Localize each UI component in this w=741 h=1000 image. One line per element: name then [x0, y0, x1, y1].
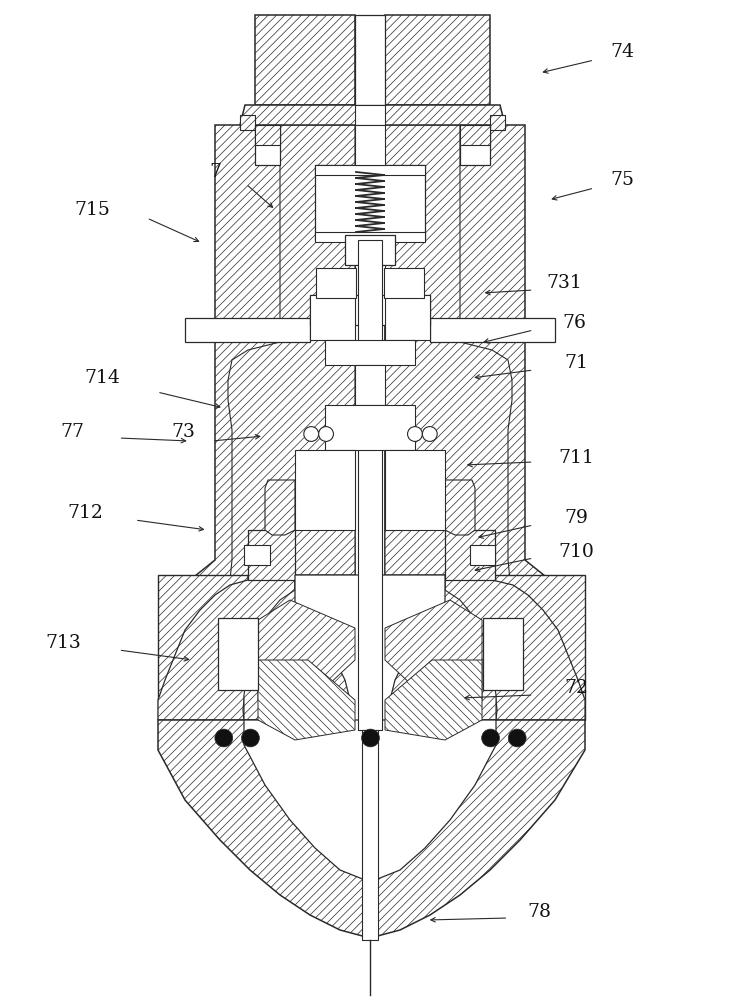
- Bar: [490, 115, 505, 130]
- Bar: [158, 575, 248, 720]
- Bar: [255, 15, 355, 105]
- Polygon shape: [445, 575, 585, 720]
- Circle shape: [508, 729, 526, 747]
- Polygon shape: [244, 720, 496, 882]
- Bar: [355, 365, 385, 405]
- Bar: [315, 165, 425, 240]
- Text: 72: 72: [565, 679, 588, 697]
- Bar: [384, 268, 424, 298]
- Polygon shape: [445, 480, 475, 535]
- Text: 71: 71: [565, 354, 588, 372]
- Polygon shape: [385, 600, 482, 700]
- Bar: [460, 125, 490, 145]
- Bar: [315, 165, 425, 175]
- Text: 79: 79: [565, 509, 588, 527]
- Text: 76: 76: [562, 314, 586, 332]
- Text: 711: 711: [559, 449, 594, 467]
- Polygon shape: [295, 575, 445, 740]
- Bar: [255, 125, 280, 145]
- Circle shape: [408, 427, 422, 441]
- Bar: [355, 105, 385, 125]
- Bar: [218, 618, 258, 690]
- Bar: [460, 125, 490, 165]
- Circle shape: [422, 427, 437, 441]
- Circle shape: [304, 427, 319, 441]
- Circle shape: [362, 729, 379, 747]
- Bar: [316, 268, 356, 298]
- Bar: [385, 450, 445, 530]
- Bar: [325, 405, 415, 450]
- Polygon shape: [385, 125, 525, 728]
- Text: 75: 75: [611, 171, 634, 189]
- Polygon shape: [185, 125, 355, 728]
- Bar: [345, 235, 395, 265]
- Text: 73: 73: [172, 423, 196, 441]
- Bar: [470, 545, 495, 565]
- Bar: [185, 318, 310, 342]
- Circle shape: [242, 729, 259, 747]
- Bar: [355, 125, 385, 165]
- Bar: [240, 115, 255, 130]
- Bar: [362, 730, 378, 940]
- Bar: [483, 618, 523, 690]
- Polygon shape: [158, 720, 585, 938]
- Polygon shape: [385, 125, 555, 728]
- Bar: [244, 545, 270, 565]
- Text: 710: 710: [559, 543, 594, 561]
- Bar: [295, 450, 355, 530]
- Text: 712: 712: [67, 504, 103, 522]
- Polygon shape: [244, 575, 355, 720]
- Bar: [358, 240, 382, 730]
- Bar: [315, 232, 425, 242]
- Circle shape: [319, 427, 333, 441]
- Bar: [310, 295, 355, 340]
- Bar: [445, 530, 495, 580]
- Polygon shape: [240, 105, 505, 125]
- Text: 78: 78: [528, 903, 551, 921]
- Circle shape: [215, 729, 233, 747]
- Text: 713: 713: [45, 634, 81, 652]
- Bar: [495, 575, 585, 720]
- Bar: [430, 318, 555, 342]
- Bar: [355, 265, 385, 300]
- Text: 714: 714: [84, 369, 120, 387]
- Polygon shape: [385, 575, 496, 720]
- Text: 77: 77: [61, 423, 84, 441]
- Bar: [385, 295, 430, 340]
- Text: 731: 731: [547, 274, 582, 292]
- Polygon shape: [258, 660, 355, 740]
- Text: 74: 74: [611, 43, 634, 61]
- Bar: [248, 530, 295, 580]
- Polygon shape: [265, 480, 295, 535]
- Polygon shape: [215, 125, 355, 728]
- Polygon shape: [158, 575, 295, 720]
- Polygon shape: [385, 660, 482, 740]
- Circle shape: [482, 729, 499, 747]
- Text: 7: 7: [209, 163, 221, 181]
- Bar: [355, 15, 385, 105]
- Bar: [310, 295, 430, 325]
- Polygon shape: [258, 600, 355, 700]
- Text: 715: 715: [75, 201, 110, 219]
- Bar: [325, 340, 415, 365]
- Bar: [255, 125, 280, 165]
- Bar: [385, 15, 490, 105]
